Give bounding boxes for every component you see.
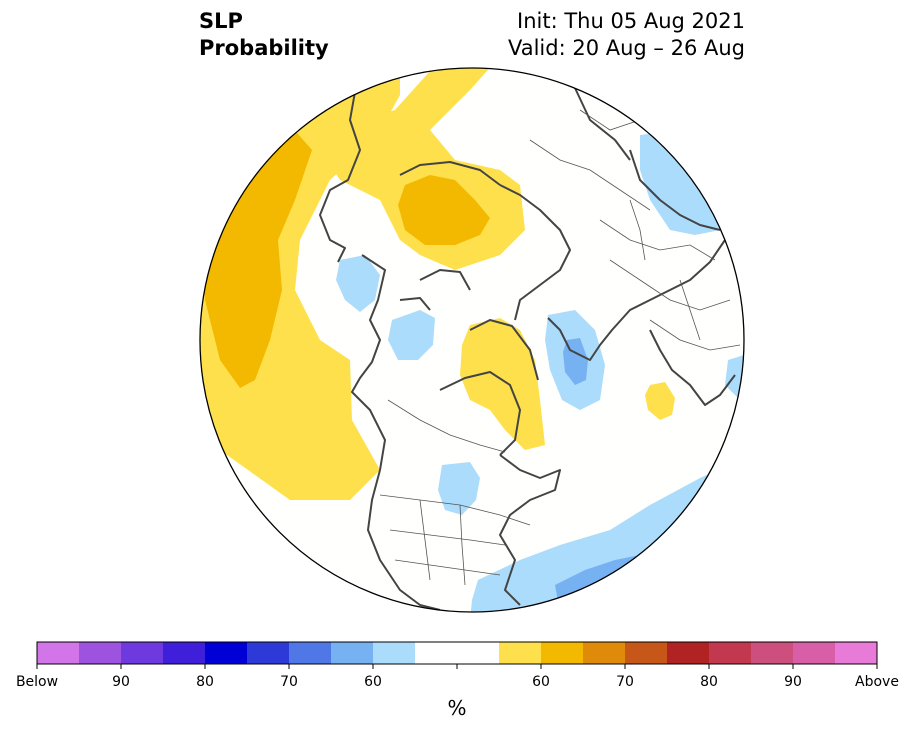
colorbar-tick-label: 80 xyxy=(196,674,214,690)
colorbar-swatch xyxy=(667,642,710,664)
title-block-right: Init: Thu 05 Aug 2021 Valid: 20 Aug – 26… xyxy=(508,8,745,62)
colorbar-swatch xyxy=(625,642,668,664)
political-borders xyxy=(379,109,741,586)
colorbar-swatch xyxy=(289,642,332,664)
great-lakes-below xyxy=(438,462,480,515)
colorbar-swatch xyxy=(37,642,80,664)
coastlines xyxy=(319,87,736,611)
colorbar-swatch xyxy=(709,642,752,664)
colorbar-tick-label: 90 xyxy=(784,674,802,690)
colorbar-unit: % xyxy=(447,696,467,720)
colorbar-swatch xyxy=(205,642,248,664)
title-block-left: SLP Probability xyxy=(199,8,329,62)
colorbar-swatch xyxy=(373,642,416,664)
map-fields xyxy=(200,68,744,612)
greenland-above xyxy=(460,318,545,450)
colorbar-swatch xyxy=(331,642,374,664)
valid-range: Valid: 20 Aug – 26 Aug xyxy=(507,36,745,60)
colorbar-swatch xyxy=(121,642,164,664)
siberia-above-mid xyxy=(398,175,490,245)
colorbar-tick-label: Below xyxy=(15,674,59,690)
colorbar-swatch xyxy=(583,642,626,664)
colorbar-swatch xyxy=(163,642,206,664)
colorbar-tick-label: 70 xyxy=(616,674,634,690)
baffin-below xyxy=(336,255,380,312)
colorbar xyxy=(36,641,878,669)
colorbar-swatch xyxy=(415,642,458,664)
variable-title: SLP xyxy=(199,9,243,33)
colorbar-tick-label: Above xyxy=(855,674,899,690)
globe-outline xyxy=(199,67,745,613)
colorbar-swatch xyxy=(793,642,836,664)
colorbar-swatch xyxy=(247,642,290,664)
colorbar-tick-label: 70 xyxy=(280,674,298,690)
atlantic-above-blob xyxy=(645,382,675,420)
colorbar-swatch xyxy=(541,642,584,664)
colorbar-tick-label: 90 xyxy=(112,674,130,690)
colorbar-swatch xyxy=(835,642,878,664)
init-date: Init: Thu 05 Aug 2021 xyxy=(517,9,745,33)
colorbar-tick-label: 80 xyxy=(700,674,718,690)
canada-below xyxy=(388,310,435,360)
colorbar-swatch xyxy=(751,642,794,664)
colorbar-swatch xyxy=(499,642,542,664)
colorbar-tick-label: 60 xyxy=(532,674,550,690)
colorbar-swatch xyxy=(457,642,500,664)
colorbar-tick-label: 60 xyxy=(364,674,382,690)
product-title: Probability xyxy=(199,36,329,60)
colorbar-swatch xyxy=(79,642,122,664)
